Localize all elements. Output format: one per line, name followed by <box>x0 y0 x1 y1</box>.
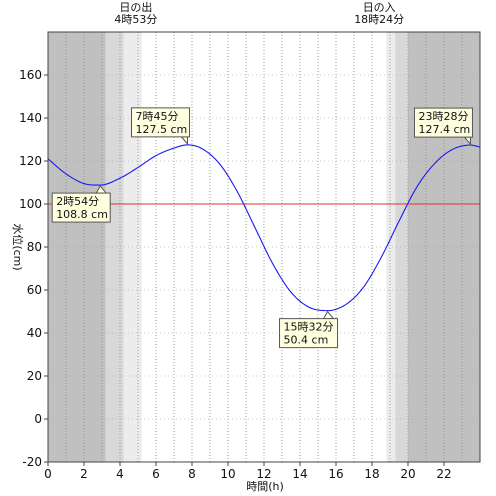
twilight-band <box>395 32 408 462</box>
callout-time: 2時54分 <box>56 195 99 208</box>
callout-box <box>131 107 190 138</box>
y-tick-label: 60 <box>27 283 42 297</box>
y-tick-label: 120 <box>19 154 42 168</box>
y-tick-label: 80 <box>27 240 42 254</box>
y-axis-title: 水位(cm) <box>11 223 25 270</box>
y-tick-label: -20 <box>22 455 42 469</box>
callout-box <box>51 192 111 223</box>
callout-box <box>279 318 339 349</box>
x-tick-label: 14 <box>292 467 307 481</box>
sun-event-name: 日の入 <box>363 1 396 14</box>
callout-time: 15時32分 <box>284 321 334 334</box>
x-tick-label: 10 <box>220 467 235 481</box>
x-tick-label: 0 <box>44 467 52 481</box>
y-tick-label: 160 <box>19 68 42 82</box>
callout-value: 127.4 cm <box>418 123 470 136</box>
twilight-band <box>105 32 124 462</box>
y-tick-label: 0 <box>34 412 42 426</box>
y-tick-label: 20 <box>27 369 42 383</box>
sun-event-time: 4時53分 <box>114 13 157 26</box>
axes: 0 2 4 6 8 10 12 14 16 18 20 22-20020406080100120140… <box>19 31 481 481</box>
callout-value: 50.4 cm <box>284 334 329 347</box>
y-tick-label: 100 <box>19 197 42 211</box>
x-tick-label: 22 <box>436 467 451 481</box>
series-line <box>47 144 481 312</box>
callout-value: 127.5 cm <box>136 123 188 136</box>
callout-value: 108.8 cm <box>56 208 108 221</box>
twilight-band <box>386 32 396 462</box>
y-tick-label: 140 <box>19 111 42 125</box>
y-tick-label: 40 <box>27 326 42 340</box>
x-tick-label: 20 <box>400 467 415 481</box>
x-axis-title: 時間(h) <box>246 480 284 493</box>
callout-time: 23時28分 <box>418 110 468 123</box>
x-tick-label: 2 <box>80 467 88 481</box>
x-tick-label: 8 <box>188 467 196 481</box>
x-tick-label: 12 <box>256 467 271 481</box>
callout-time: 7時45分 <box>136 110 179 123</box>
sun-event-name: 日の出 <box>119 0 152 14</box>
callout-box <box>413 107 473 138</box>
sun-event-time: 18時24分 <box>354 13 404 26</box>
x-tick-label: 16 <box>328 467 343 481</box>
series-group <box>47 144 481 312</box>
x-tick-label: 18 <box>364 467 379 481</box>
x-tick-label: 6 <box>152 467 160 481</box>
x-tick-label: 4 <box>116 467 124 481</box>
